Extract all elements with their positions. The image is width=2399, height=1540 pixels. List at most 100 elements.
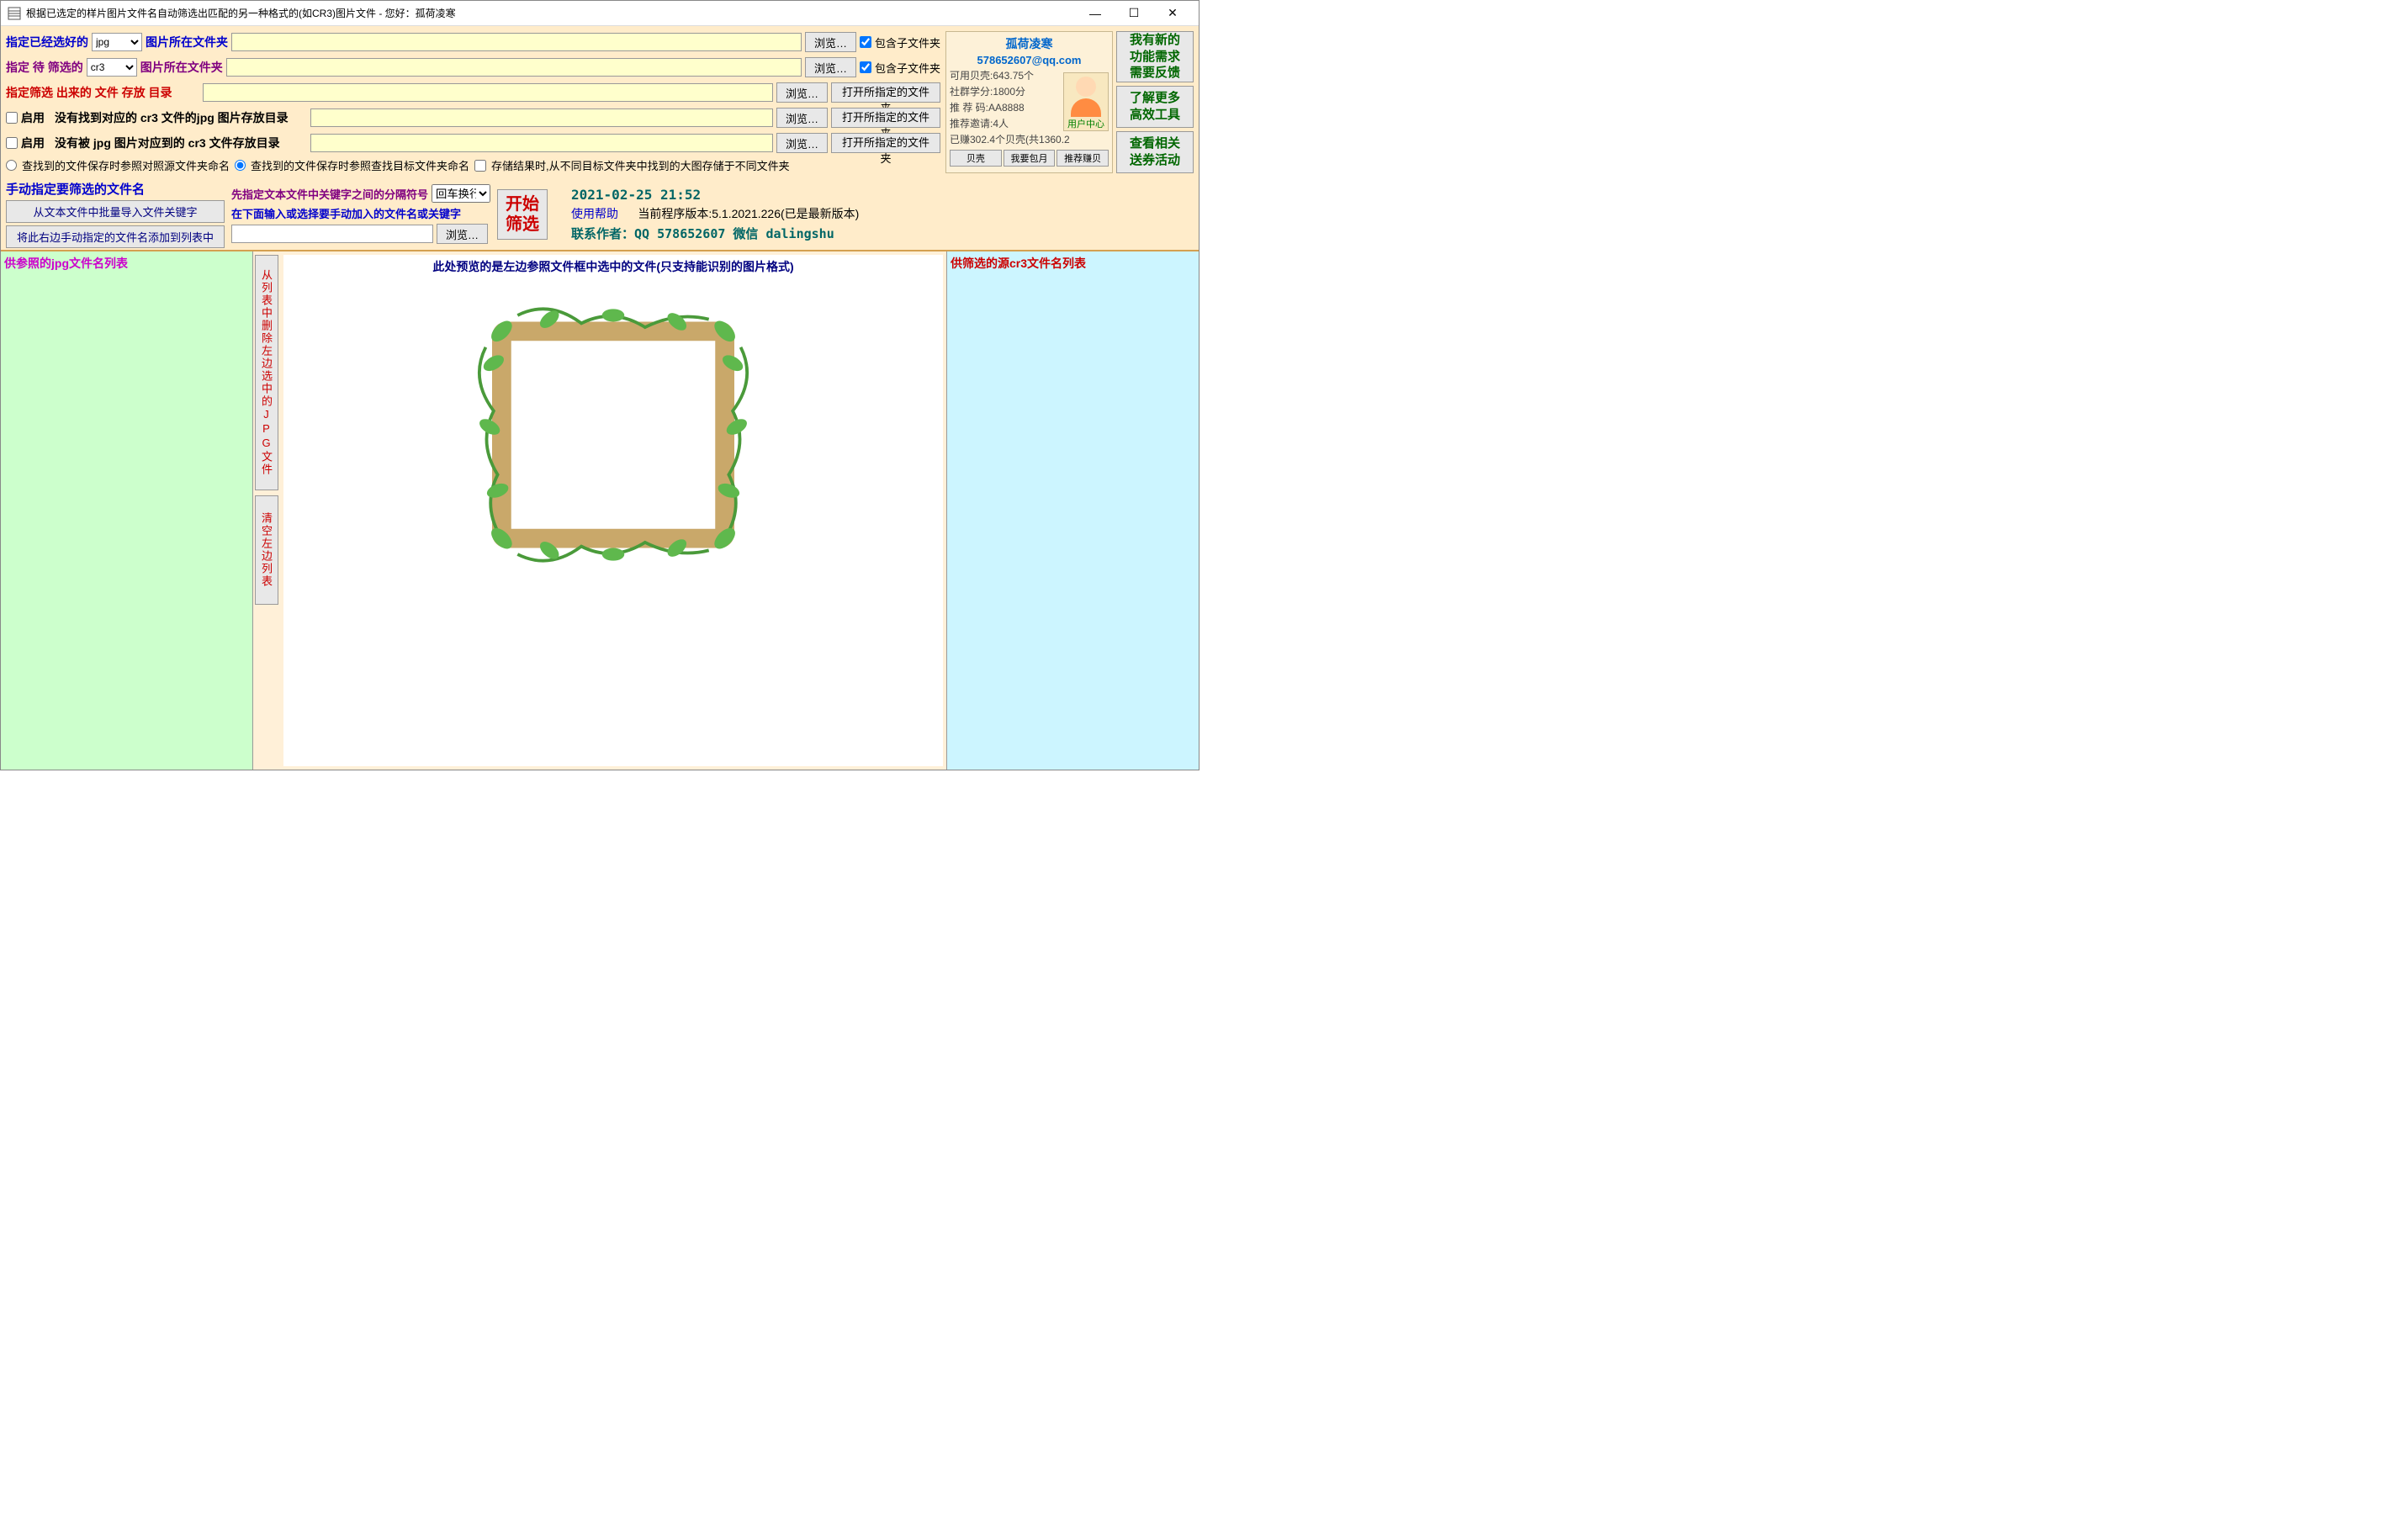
cr3-list-title: 供筛选的源cr3文件名列表 xyxy=(951,255,1195,272)
contact-info: 联系作者：QQ 578652607 微信 dalingshu xyxy=(571,225,1194,242)
label-folder2: 图片所在文件夹 xyxy=(140,59,223,76)
browse-keyword[interactable]: 浏览… xyxy=(437,224,488,244)
app-window: 根据已选定的样片图片文件名自动筛选出匹配的另一种格式的(如CR3)图片文件 - … xyxy=(0,0,1200,770)
user-earned: 已赚302.4个贝壳(共1360.2 xyxy=(950,132,1109,146)
app-icon xyxy=(8,7,21,20)
chk-enable-unmatched[interactable] xyxy=(6,137,18,149)
naming-options: 查找到的文件保存时参照对照源文件夹命名 查找到的文件保存时参照查找目标文件夹命名… xyxy=(6,157,940,173)
chk-separate-folders[interactable] xyxy=(474,160,486,172)
select-selected-format[interactable]: jpg xyxy=(92,33,142,51)
label-naming-target: 查找到的文件保存时参照查找目标文件夹命名 xyxy=(251,157,469,173)
user-box: 孤荷凌寒 578652607@qq.com 可用贝壳:643.75个 社群学分:… xyxy=(945,31,1113,173)
promo-tools[interactable]: 了解更多 高效工具 xyxy=(1116,86,1194,128)
input-pending-folder[interactable] xyxy=(226,58,802,77)
input-missing-cr3-dir[interactable] xyxy=(310,108,773,127)
timestamp: 2021-02-25 21:52 xyxy=(571,187,1194,203)
btn-add-to-list[interactable]: 将此右边手动指定的文件名添加到列表中 xyxy=(6,225,225,248)
maximize-button[interactable]: ☐ xyxy=(1115,1,1153,26)
top-panel: 指定已经选好的 jpg 图片所在文件夹 浏览… 包含子文件夹 指定 待 筛选的 … xyxy=(1,26,1199,178)
manual-box: 手动指定要筛选的文件名 从文本文件中批量导入文件关键字 将此右边手动指定的文件名… xyxy=(6,180,225,248)
input-selected-folder[interactable] xyxy=(231,33,802,51)
browse-pending[interactable]: 浏览… xyxy=(805,57,856,77)
btn-clear-list[interactable]: 清空左边列表 xyxy=(255,495,278,605)
delimiter-box: 先指定文本文件中关键字之间的分隔符号 回车换行 在下面输入或选择要手动加入的文件… xyxy=(231,184,490,244)
decorative-frame-icon xyxy=(453,283,773,586)
row-pending-format: 指定 待 筛选的 cr3 图片所在文件夹 浏览… 包含子文件夹 xyxy=(6,56,940,78)
label-selected: 指定已经选好的 xyxy=(6,34,88,50)
browse-missing-cr3[interactable]: 浏览… xyxy=(776,108,828,128)
window-controls: — ☐ ✕ xyxy=(1076,1,1192,26)
label-unmatched: 没有被 jpg 图片对应到的 cr3 文件存放目录 xyxy=(55,135,307,151)
select-pending-format[interactable]: cr3 xyxy=(87,58,137,77)
label-enable1: 启用 xyxy=(21,109,45,126)
promo-coupons[interactable]: 查看相关 送券活动 xyxy=(1116,131,1194,173)
open-output[interactable]: 打开所指定的文件夹 xyxy=(831,82,940,103)
config-form: 指定已经选好的 jpg 图片所在文件夹 浏览… 包含子文件夹 指定 待 筛选的 … xyxy=(6,31,940,173)
btn-shells[interactable]: 贝壳 xyxy=(950,150,1002,167)
row-output-dir: 指定筛选 出来的 文件 存放 目录 浏览… 打开所指定的文件夹 xyxy=(6,82,940,103)
mid-row: 手动指定要筛选的文件名 从文本文件中批量导入文件关键字 将此右边手动指定的文件名… xyxy=(1,178,1199,250)
avatar-body-icon xyxy=(1071,98,1101,117)
btn-delete-selected[interactable]: 从列表中删除左边选中的JPG文件 xyxy=(255,255,278,490)
btn-refer[interactable]: 推荐赚贝 xyxy=(1057,150,1109,167)
titlebar: 根据已选定的样片图片文件名自动筛选出匹配的另一种格式的(如CR3)图片文件 - … xyxy=(1,1,1199,26)
window-title: 根据已选定的样片图片文件名自动筛选出匹配的另一种格式的(如CR3)图片文件 - … xyxy=(26,6,1076,20)
label-output: 指定筛选 出来的 文件 存放 目录 xyxy=(6,84,199,101)
avatar-label: 用户中心 xyxy=(1067,117,1104,130)
open-unmatched[interactable]: 打开所指定的文件夹 xyxy=(831,133,940,153)
radio-naming-target[interactable] xyxy=(235,160,246,171)
jpg-list-panel: 供参照的jpg文件名列表 xyxy=(1,251,253,770)
user-email: 578652607@qq.com xyxy=(950,54,1109,66)
input-keyword[interactable] xyxy=(231,225,433,243)
content-area: 指定已经选好的 jpg 图片所在文件夹 浏览… 包含子文件夹 指定 待 筛选的 … xyxy=(1,26,1199,770)
label-include-sub2: 包含子文件夹 xyxy=(875,60,940,76)
cr3-list-panel: 供筛选的源cr3文件名列表 xyxy=(946,251,1199,770)
label-folder1: 图片所在文件夹 xyxy=(146,34,228,50)
manual-title: 手动指定要筛选的文件名 xyxy=(6,180,225,198)
label-enable2: 启用 xyxy=(21,135,45,151)
avatar[interactable]: 用户中心 xyxy=(1063,72,1109,131)
preview-title: 此处预览的是左边参照文件框中选中的文件(只支持能识别的图片格式) xyxy=(283,255,943,278)
chk-enable-missing-cr3[interactable] xyxy=(6,112,18,124)
row-unmatched-cr3: 启用 没有被 jpg 图片对应到的 cr3 文件存放目录 浏览… 打开所指定的文… xyxy=(6,132,940,154)
browse-unmatched[interactable]: 浏览… xyxy=(776,133,828,153)
avatar-head-icon xyxy=(1076,77,1096,97)
label-missing-cr3: 没有找到对应的 cr3 文件的jpg 图片存放目录 xyxy=(55,109,307,126)
close-button[interactable]: ✕ xyxy=(1153,1,1192,26)
start-filter-button[interactable]: 开始 筛选 xyxy=(497,189,548,240)
preview-panel: 从列表中删除左边选中的JPG文件 清空左边列表 此处预览的是左边参照文件框中选中… xyxy=(253,251,946,770)
right-info-panel: 孤荷凌寒 578652607@qq.com 可用贝壳:643.75个 社群学分:… xyxy=(945,31,1194,173)
user-name: 孤荷凌寒 xyxy=(950,35,1109,52)
chk-include-sub1[interactable] xyxy=(860,36,871,48)
jpg-list-title: 供参照的jpg文件名列表 xyxy=(4,255,249,272)
status-box: 2021-02-25 21:52 使用帮助 当前程序版本:5.1.2021.22… xyxy=(554,187,1194,242)
input-output-dir[interactable] xyxy=(203,83,773,102)
open-missing-cr3[interactable]: 打开所指定的文件夹 xyxy=(831,108,940,128)
select-delimiter[interactable]: 回车换行 xyxy=(432,184,490,203)
chk-include-sub2[interactable] xyxy=(860,61,871,73)
delim-sublabel: 在下面输入或选择要手动加入的文件名或关键字 xyxy=(231,205,490,221)
browse-selected[interactable]: 浏览… xyxy=(805,32,856,52)
input-unmatched-dir[interactable] xyxy=(310,134,773,152)
label-pending: 指定 待 筛选的 xyxy=(6,59,83,76)
label-include-sub1: 包含子文件夹 xyxy=(875,34,940,50)
preview-image-area xyxy=(283,278,943,766)
label-naming-source: 查找到的文件保存时参照对照源文件夹命名 xyxy=(22,157,230,173)
help-link[interactable]: 使用帮助 xyxy=(571,207,618,220)
preview-buttons: 从列表中删除左边选中的JPG文件 清空左边列表 xyxy=(253,251,280,770)
row-missing-cr3: 启用 没有找到对应的 cr3 文件的jpg 图片存放目录 浏览… 打开所指定的文… xyxy=(6,107,940,129)
promo-column: 我有新的 功能需求 需要反馈 了解更多 高效工具 查看相关 送券活动 xyxy=(1116,31,1194,173)
btn-import-keywords[interactable]: 从文本文件中批量导入文件关键字 xyxy=(6,200,225,223)
label-separate-folders: 存储结果时,从不同目标文件夹中找到的大图存储于不同文件夹 xyxy=(491,157,790,173)
row-selected-format: 指定已经选好的 jpg 图片所在文件夹 浏览… 包含子文件夹 xyxy=(6,31,940,53)
delim-label: 先指定文本文件中关键字之间的分隔符号 xyxy=(231,186,428,202)
radio-naming-source[interactable] xyxy=(6,160,17,171)
minimize-button[interactable]: — xyxy=(1076,1,1115,26)
user-buttons: 贝壳 我要包月 推荐赚贝 xyxy=(950,150,1109,167)
version-text: 当前程序版本:5.1.2021.226(已是最新版本) xyxy=(638,207,859,220)
promo-feedback[interactable]: 我有新的 功能需求 需要反馈 xyxy=(1116,31,1194,82)
lists-row: 供参照的jpg文件名列表 从列表中删除左边选中的JPG文件 清空左边列表 此处预… xyxy=(1,250,1199,770)
btn-subscribe[interactable]: 我要包月 xyxy=(1004,150,1056,167)
browse-output[interactable]: 浏览… xyxy=(776,82,828,103)
preview-main: 此处预览的是左边参照文件框中选中的文件(只支持能识别的图片格式) xyxy=(283,255,943,766)
